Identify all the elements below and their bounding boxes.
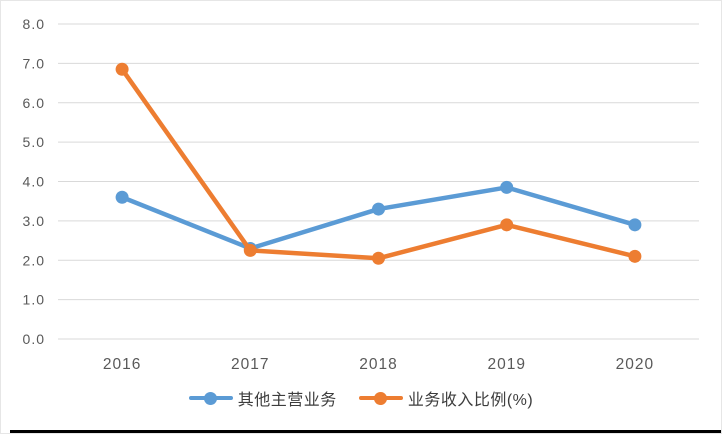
line-chart: 0.0 1.0 2.0 3.0 4.0 5.0 6.0 7.0 8.0 2016 2017 2018 2… <box>23 16 699 373</box>
legend-dot-marker <box>374 391 388 405</box>
legend-dot-marker <box>204 391 218 405</box>
x-tick-label: 2016 <box>103 356 141 373</box>
y-tick-label: 5.0 <box>23 134 45 150</box>
series-marker <box>243 243 257 257</box>
series-marker <box>115 62 129 76</box>
legend-label: 其他主营业务 <box>237 392 337 409</box>
series-marker <box>115 190 129 204</box>
y-tick-label: 3.0 <box>23 213 45 229</box>
bottom-border-line <box>10 430 721 433</box>
y-tick-label: 6.0 <box>23 95 45 111</box>
legend-item-other-main-business: 其他主营业务 <box>188 386 337 410</box>
x-tick-label: 2019 <box>487 356 525 373</box>
series-marker <box>628 218 642 232</box>
series-marker <box>500 218 514 232</box>
series-marker <box>372 251 385 265</box>
series-marker <box>628 249 642 263</box>
chart-legend: 其他主营业务 业务收入比例(%) <box>1 386 721 410</box>
line-marker-icon <box>188 391 233 405</box>
series-marker <box>500 180 514 194</box>
legend-item-revenue-ratio: 业务收入比例(%) <box>358 386 534 410</box>
x-tick-label: 2020 <box>616 356 654 373</box>
series-marker <box>372 202 385 216</box>
x-tick-label: 2017 <box>231 356 269 373</box>
y-tick-label: 1.0 <box>23 292 45 308</box>
y-tick-label: 4.0 <box>23 174 45 190</box>
x-tick-label: 2018 <box>359 356 397 373</box>
legend-label: 业务收入比例(%) <box>407 392 534 409</box>
y-tick-label: 8.0 <box>23 16 45 32</box>
y-tick-label: 7.0 <box>23 55 45 71</box>
y-tick-label: 2.0 <box>23 252 45 268</box>
y-tick-label: 0.0 <box>23 331 45 347</box>
line-marker-icon <box>358 391 403 405</box>
